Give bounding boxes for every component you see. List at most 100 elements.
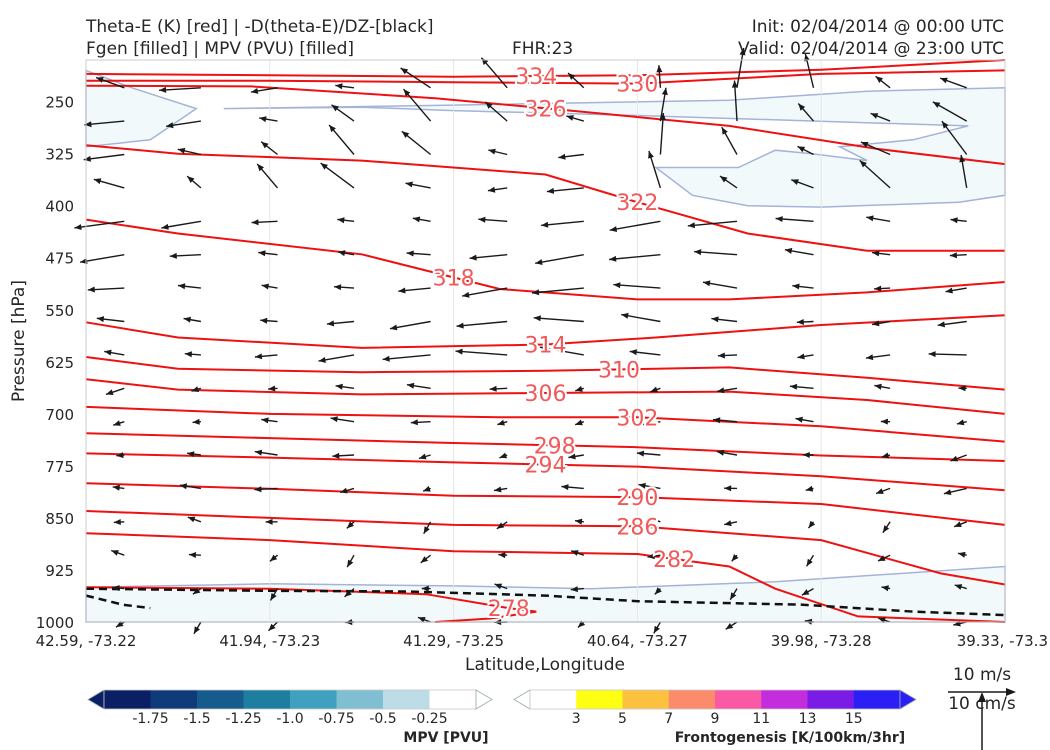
wind-vector-head (546, 187, 555, 194)
wind-vector-layer (74, 47, 968, 635)
colorbar-tick-label: -1.0 (276, 711, 303, 727)
wind-vector-head (805, 485, 814, 492)
wind-vector-head (412, 216, 421, 223)
theta-e-label-326: 326 (525, 97, 567, 122)
wind-vector-head (720, 176, 728, 183)
wind-vector (74, 220, 125, 229)
wind-vector-head (647, 553, 655, 560)
wind-vector (79, 254, 125, 263)
wind-vector-head (405, 181, 413, 188)
wind-vector (533, 317, 584, 323)
wind-vector-head (403, 89, 411, 97)
wind-vector-head (943, 489, 952, 495)
wind-vector-head (875, 76, 883, 83)
wind-vector-head (717, 352, 725, 359)
wind-vector-head (806, 558, 813, 567)
theta-e-label-298: 298 (534, 434, 576, 459)
theta-e-label-282: 282 (653, 548, 695, 573)
wind-vector (694, 250, 738, 256)
colorbar-tick-label: -1.75 (132, 711, 168, 727)
theta-e-label-286: 286 (616, 515, 658, 540)
y-tick-label: 625 (45, 354, 74, 372)
y-tick-label: 400 (45, 198, 74, 216)
wind-vector-head (796, 319, 804, 325)
wind-vector-head (320, 163, 328, 170)
wind-vector (455, 350, 508, 356)
wind-vector-head (254, 353, 263, 360)
y-tick-label: 325 (45, 146, 74, 164)
wind-vector-head (866, 354, 874, 361)
theta-e-label-330: 330 (616, 73, 658, 98)
wind-vector-head (730, 592, 737, 600)
x-tick-label: 39.98, -73.28 (771, 632, 872, 650)
wind-vector-head (96, 316, 105, 323)
wind-vector-head (257, 163, 264, 172)
wind-vector-head (808, 520, 816, 529)
wind-vector-head (423, 485, 431, 492)
x-tick-label: 41.29, -73.25 (403, 632, 504, 650)
wind-vector-head (566, 115, 574, 121)
wind-vector-head (650, 386, 658, 393)
wind-vector-head (335, 383, 343, 390)
x-tick-label: 39.33, -73.3 (957, 632, 1048, 650)
theta-e-contour-290 (85, 482, 1006, 526)
wind-vector-head (724, 520, 732, 527)
wind-vector-head (784, 247, 793, 254)
wind-vector-head (462, 291, 470, 298)
colorbar-swatch (150, 690, 198, 709)
wind-vector-head (499, 452, 508, 459)
y-tick-label: 475 (45, 250, 74, 268)
colorbar-swatch (576, 690, 623, 709)
colorbar-swatch (761, 690, 808, 709)
wind-vector-head (958, 385, 966, 392)
wind-vector-head (84, 121, 92, 128)
wind-vector (535, 254, 584, 264)
wind-vector-head (724, 485, 732, 492)
colorbar-extend-right (475, 689, 493, 710)
colorbar-swatch (336, 690, 384, 709)
wind-vector-head (192, 587, 201, 595)
wind-vector-head (797, 146, 806, 153)
wind-vector-head (866, 215, 874, 222)
wind-vector-head (191, 386, 200, 392)
wind-vector-head (83, 155, 91, 162)
wind-vector-head (721, 127, 728, 135)
colorbar-swatch (104, 690, 151, 709)
wind-vector-head (713, 417, 721, 424)
wind-vector-head (189, 552, 197, 558)
wind-vector-head (647, 516, 656, 523)
wind-vector-head (330, 416, 338, 423)
wind-vector-head (254, 449, 263, 456)
wind-vector-head (791, 179, 799, 185)
wind-vector-head (731, 80, 738, 88)
wind-vector-head (795, 416, 803, 423)
wind-vector-head (792, 283, 800, 290)
wind-vector-head (261, 417, 269, 424)
wind-vector-head (571, 550, 579, 556)
wind-vector-head (950, 455, 958, 462)
wind-vector-head (882, 525, 890, 533)
wind-vector-head (260, 317, 268, 324)
wind-vector-head (654, 587, 662, 595)
wind-vector-head (485, 102, 493, 109)
wind-vector-head (334, 284, 342, 291)
wind-vector-head (629, 349, 637, 356)
theta-e-contour-322 (85, 144, 1005, 252)
wind-vector-head (950, 217, 958, 224)
wind-vector-head (653, 625, 660, 634)
wind-vector-head (648, 151, 654, 159)
theta-e-contour-306 (85, 378, 1006, 415)
wind-scale-top-label: 10 m/s (953, 665, 1011, 685)
wind-vector-head (390, 324, 398, 331)
y-tick-label: 700 (45, 406, 74, 424)
theta-e-contour-278 (85, 586, 537, 623)
wind-vector-head (956, 419, 965, 426)
wind-vector-head (928, 351, 936, 358)
theta-e-contour-334 (85, 59, 1006, 78)
wind-vector-head (268, 623, 276, 631)
frontogenesis-colorbar: 3 5 7 9 11 13 15 (513, 689, 917, 727)
wind-vector (461, 287, 508, 297)
wind-vector-head (558, 153, 566, 160)
dtheta-dz-layer (85, 587, 1006, 617)
